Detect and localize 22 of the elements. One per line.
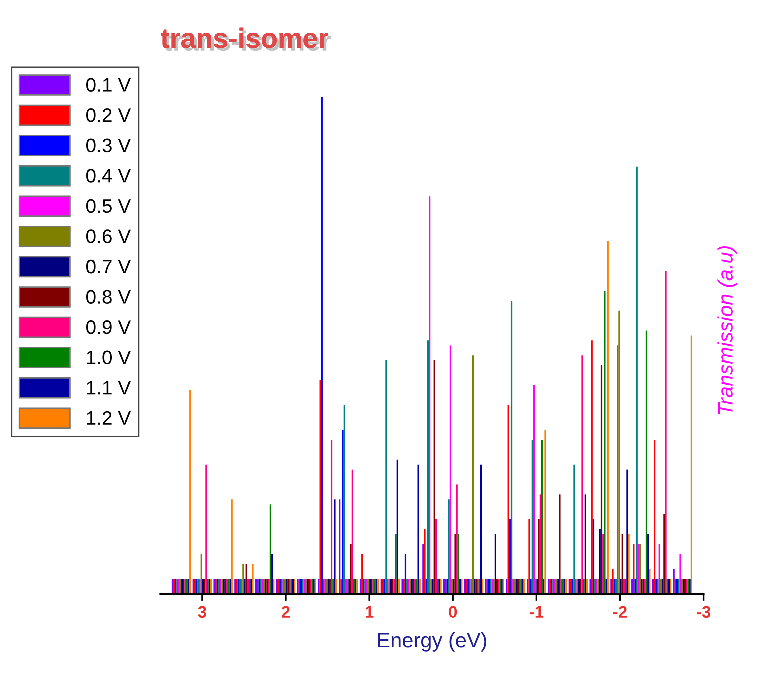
x-tick-label: 1: [366, 606, 374, 618]
x-tick-label: 3: [198, 606, 206, 618]
legend-label: 0.9 V: [86, 320, 132, 334]
x-tick-label: 2: [282, 606, 290, 618]
legend-label: 0.2 V: [86, 108, 132, 122]
legend-label: 0.8 V: [86, 290, 132, 304]
x-tick-label: 0: [449, 606, 458, 618]
chart-title: trans-isomer: [160, 28, 332, 52]
x-tick-label: -2: [613, 606, 627, 618]
legend-label: 0.1 V: [86, 78, 132, 92]
legend-label: 0.7 V: [86, 260, 132, 274]
legend-label: 1.0 V: [87, 350, 132, 365]
legend-label: 0.3 V: [86, 138, 132, 153]
legend-label: 0.6 V: [86, 230, 132, 244]
x-axis-title: Energy (eV): [378, 632, 487, 652]
legend-label: 0.5 V: [86, 199, 132, 214]
legend-label: 1.1 V: [87, 381, 132, 395]
y-axis-title: Transmission (a.u): [718, 246, 738, 414]
x-tick-label: -1: [530, 606, 544, 618]
legend-label: 0.4 V: [86, 169, 132, 183]
legend-label: 1.2 V: [87, 411, 132, 425]
x-tick-label: -3: [697, 606, 711, 618]
